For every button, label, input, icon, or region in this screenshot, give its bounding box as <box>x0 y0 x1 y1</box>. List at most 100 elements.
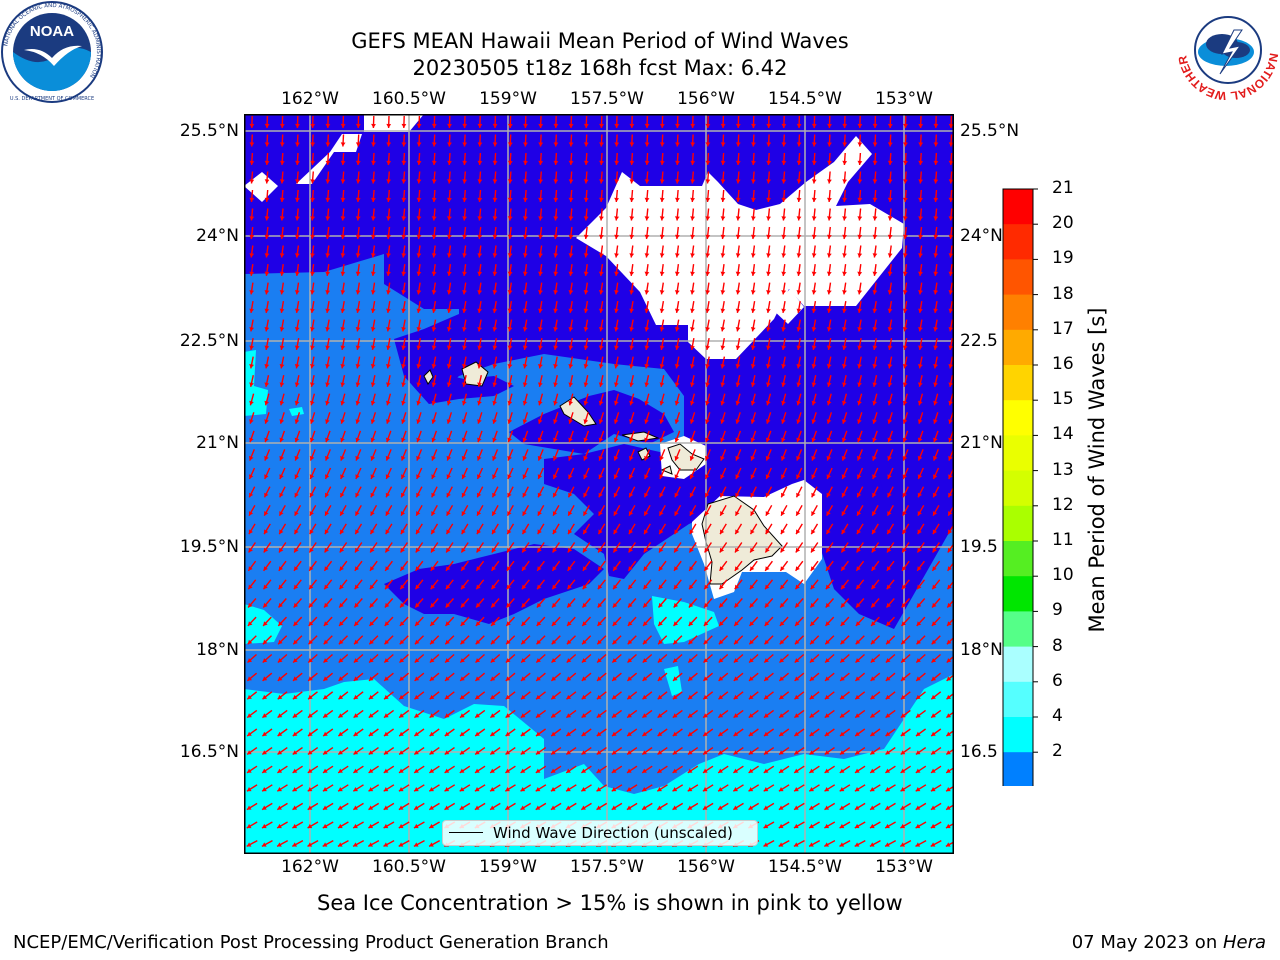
wave-direction-arrow <box>933 245 939 258</box>
wave-direction-arrow <box>338 691 349 700</box>
wave-direction-arrow <box>872 319 878 332</box>
wave-direction-arrow <box>750 300 756 314</box>
wave-direction-arrow <box>781 449 787 461</box>
wave-direction-arrow <box>872 430 878 443</box>
wave-direction-arrow <box>781 337 786 351</box>
colorbar-segment <box>1003 224 1033 260</box>
wave-direction-arrow <box>748 616 759 627</box>
wave-direction-arrow <box>718 672 729 682</box>
wave-direction-arrow <box>446 412 453 424</box>
wave-direction-arrow <box>839 672 850 682</box>
wave-direction-arrow <box>567 486 575 498</box>
wave-direction-arrow <box>462 356 467 369</box>
wave-direction-arrow <box>385 523 393 535</box>
wave-direction-arrow <box>839 728 851 737</box>
wave-direction-arrow <box>459 728 471 737</box>
wave-direction-arrow <box>869 765 881 774</box>
wave-direction-arrow <box>537 412 544 424</box>
wave-direction-arrow <box>550 672 562 682</box>
wave-direction-arrow <box>915 802 927 811</box>
wave-direction-arrow <box>857 393 863 406</box>
wave-direction-arrow <box>520 672 531 682</box>
wave-direction-arrow <box>824 747 835 755</box>
noaa-logo-text: NOAA <box>30 23 74 40</box>
wave-direction-arrow <box>933 449 939 461</box>
wave-direction-arrow <box>641 802 653 811</box>
wave-direction-arrow <box>552 542 560 553</box>
wave-direction-arrow <box>489 802 501 811</box>
wave-direction-arrow <box>918 319 923 332</box>
wave-direction-arrow <box>535 672 546 682</box>
wave-direction-arrow <box>870 691 881 700</box>
wave-direction-arrow <box>659 337 665 351</box>
wave-direction-arrow <box>460 542 469 553</box>
wave-direction-arrow <box>447 171 452 184</box>
wave-direction-arrow <box>371 189 376 203</box>
wave-direction-arrow <box>627 616 637 627</box>
wave-direction-arrow <box>751 152 756 166</box>
wave-direction-arrow <box>611 747 623 755</box>
wave-direction-arrow <box>720 319 726 332</box>
wave-direction-arrow <box>763 691 774 700</box>
wave-direction-arrow <box>369 579 378 590</box>
wave-direction-arrow <box>401 393 407 406</box>
wave-direction-arrow <box>310 171 315 184</box>
wave-direction-arrow <box>687 784 699 792</box>
wave-direction-arrow <box>869 839 881 848</box>
wave-direction-arrow <box>325 282 331 295</box>
wave-direction-arrow <box>659 319 665 332</box>
wave-direction-arrow <box>644 449 651 461</box>
wave-direction-arrow <box>568 245 574 258</box>
wave-direction-arrow <box>611 765 623 774</box>
wave-direction-arrow <box>323 653 333 664</box>
wave-direction-arrow <box>277 653 288 664</box>
wave-direction-arrow <box>401 412 407 424</box>
wave-direction-arrow <box>885 616 896 627</box>
colorbar-segment <box>1003 717 1033 753</box>
wave-direction-arrow <box>915 747 927 755</box>
wave-direction-arrow <box>507 486 514 498</box>
wave-direction-arrow <box>887 300 893 314</box>
wave-direction-arrow <box>857 226 863 240</box>
wave-direction-arrow <box>415 504 423 517</box>
wave-direction-arrow <box>551 616 561 627</box>
wave-direction-arrow <box>887 337 893 351</box>
wave-direction-arrow <box>537 430 544 443</box>
wave-direction-arrow <box>322 784 334 792</box>
colorbar-segment <box>1003 400 1033 436</box>
wave-direction-arrow <box>735 282 741 295</box>
wave-direction-arrow <box>718 598 728 608</box>
wave-direction-arrow <box>444 802 456 811</box>
wave-direction-arrow <box>277 728 288 737</box>
wave-direction-arrow <box>766 356 771 369</box>
wave-direction-arrow <box>413 821 425 829</box>
wave-direction-arrow <box>416 134 422 147</box>
wave-direction-arrow <box>596 747 607 755</box>
wave-direction-arrow <box>520 653 531 664</box>
wave-direction-arrow <box>688 560 697 572</box>
wave-direction-arrow <box>779 635 789 645</box>
island-maui <box>667 443 705 471</box>
wave-direction-arrow <box>918 282 923 295</box>
wave-direction-arrow <box>690 319 695 332</box>
ocean-high-field <box>244 674 954 854</box>
wave-direction-arrow <box>446 393 452 406</box>
wave-direction-arrow <box>629 449 635 461</box>
wave-direction-arrow <box>370 393 376 406</box>
wave-direction-arrow <box>413 709 425 719</box>
wave-direction-arrow <box>322 691 334 700</box>
wave-direction-arrow <box>338 653 349 664</box>
lon-label-bottom: 159°W <box>479 857 537 877</box>
wave-direction-arrow <box>808 784 820 792</box>
wave-direction-arrow <box>872 134 878 147</box>
wave-direction-arrow <box>872 337 878 351</box>
wave-direction-arrow <box>781 226 787 240</box>
wave-direction-arrow <box>416 171 422 184</box>
wave-direction-arrow <box>719 523 727 535</box>
wave-direction-arrow <box>702 802 714 811</box>
wave-direction-arrow <box>416 412 422 424</box>
wave-direction-arrow <box>475 598 485 608</box>
wave-direction-arrow <box>294 449 301 461</box>
wave-direction-arrow <box>824 765 835 774</box>
wave-direction-arrow <box>292 784 304 792</box>
